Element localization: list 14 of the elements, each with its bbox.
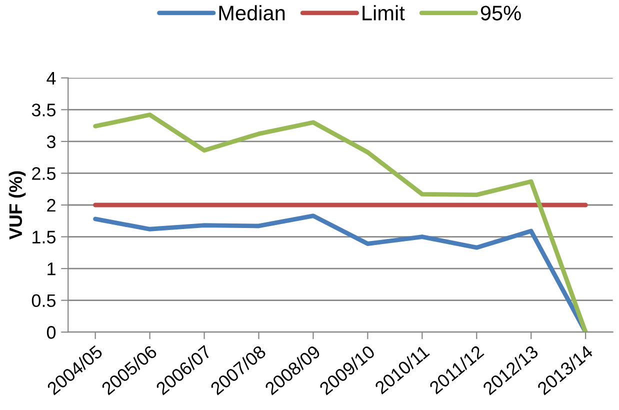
y-tick-label: 1 — [48, 262, 56, 276]
y-tick-label: 0 — [46, 326, 56, 339]
y-tick-label: 3.5 — [32, 104, 56, 116]
legend-label: 95% — [480, 6, 521, 20]
y-tick-label: 0.5 — [32, 294, 56, 308]
y-tick-label: 3 — [46, 135, 56, 148]
line-series — [93, 112, 588, 332]
y-tick-label: 4 — [46, 72, 56, 84]
legend-label: Median — [219, 5, 285, 20]
y-tick-label: 2.5 — [32, 167, 56, 180]
y-axis-title: VUF (%) — [8, 171, 26, 240]
legend-label: Limit — [362, 5, 405, 20]
y-tick-label: 2 — [47, 198, 56, 212]
y-tick-label: 1.5 — [32, 230, 56, 244]
